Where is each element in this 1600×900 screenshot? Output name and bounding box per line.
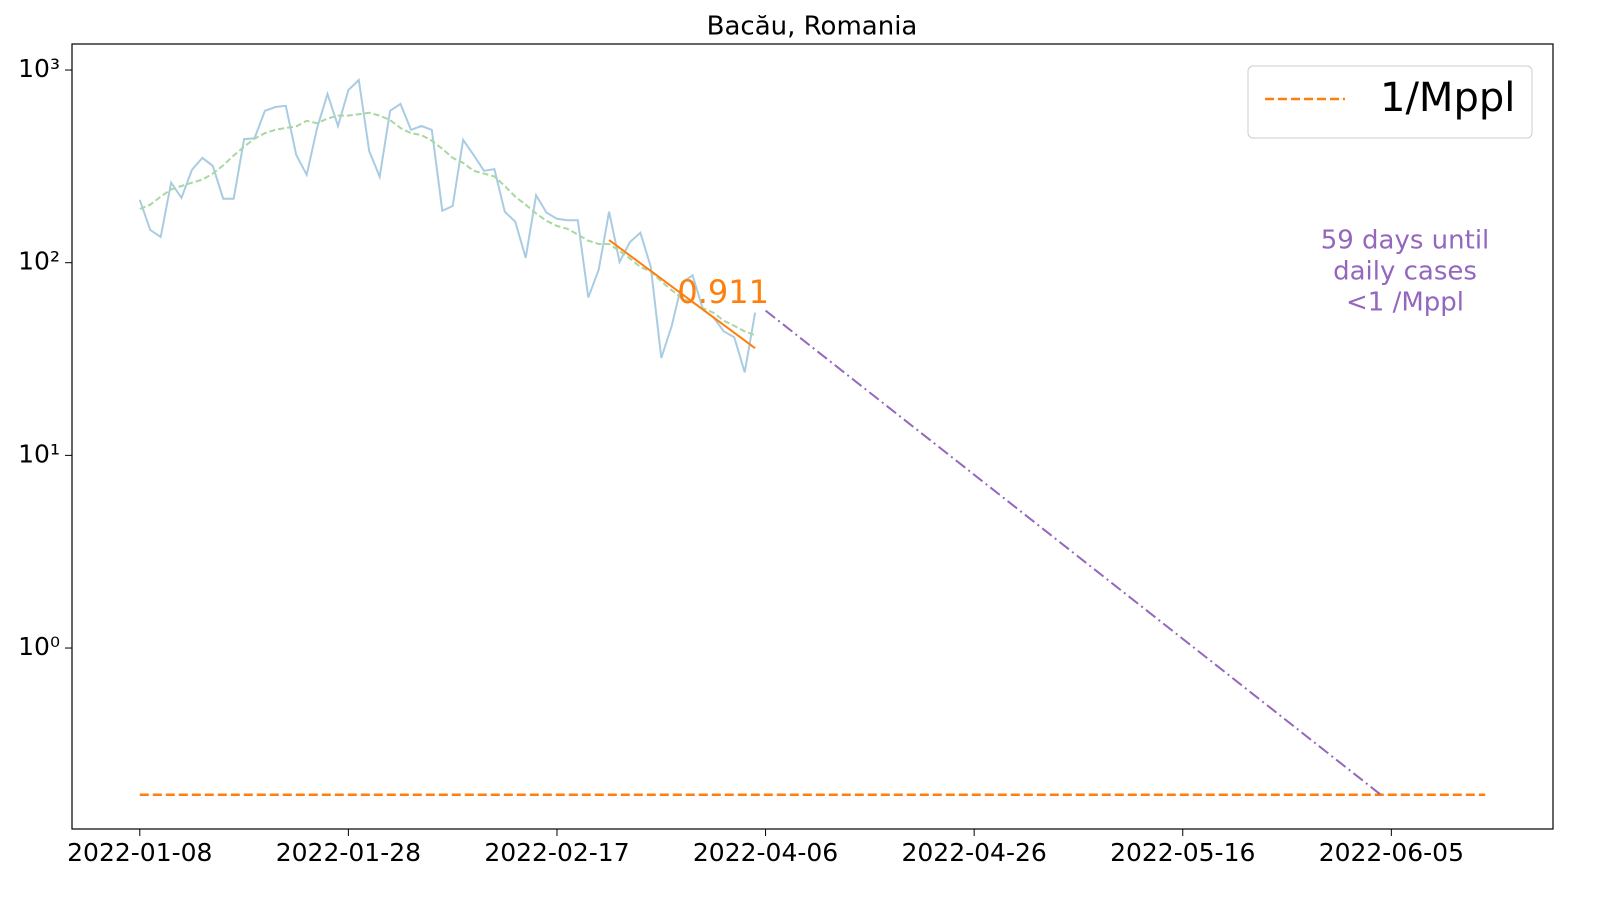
x-tick-label: 2022-01-08 [67, 838, 212, 867]
y-tick-label: 10³ [18, 54, 60, 83]
x-tick-label: 2022-06-05 [1319, 838, 1464, 867]
y-tick-label: 10² [18, 247, 60, 276]
annotation: <1 /Mppl [1346, 288, 1464, 318]
fit-label: 0.911 [677, 273, 769, 311]
fit-line [608, 239, 756, 350]
y-tick-label: 10¹ [18, 439, 60, 468]
x-tick-label: 2022-04-06 [693, 838, 838, 867]
y-tick-label: 10⁰ [18, 632, 60, 661]
legend-box [1247, 65, 1533, 139]
x-tick-label: 2022-02-17 [484, 838, 629, 867]
annotation: daily cases [1333, 257, 1477, 287]
annotation: 59 days until [1321, 226, 1490, 256]
plot-frame [71, 43, 1554, 830]
series-line [138, 77, 757, 373]
legend-label: 1/Mppl [1380, 75, 1515, 121]
x-tick-label: 2022-05-16 [1110, 838, 1255, 867]
chart-title: Bacău, Romania [707, 12, 918, 42]
x-tick-label: 2022-04-26 [902, 838, 1047, 867]
projection-line [764, 309, 1382, 796]
x-tick-label: 2022-01-28 [276, 838, 421, 867]
series-line [139, 111, 756, 337]
